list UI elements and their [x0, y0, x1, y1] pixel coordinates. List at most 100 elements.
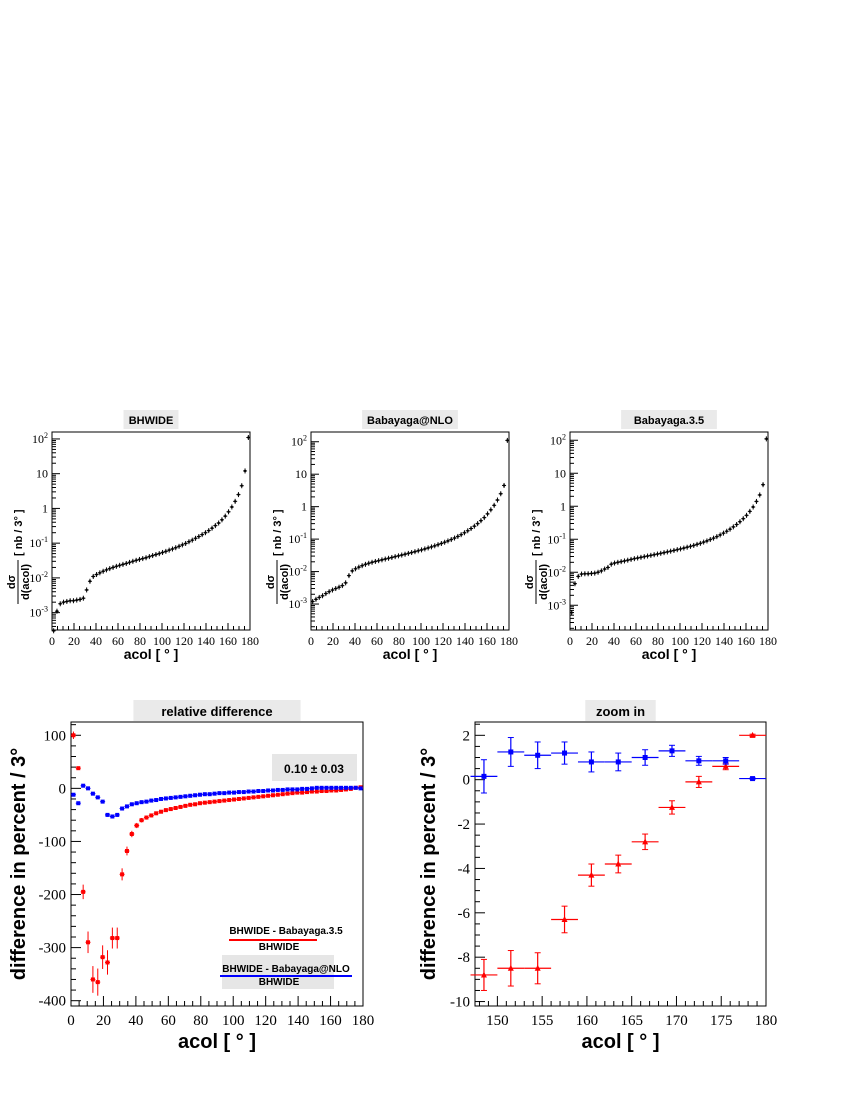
chart-3: 0 20 40 60 80 100 120 140 160 180 100 0 -100 -200 -300… [8, 700, 374, 1053]
data-point [400, 554, 403, 557]
data-point [423, 547, 426, 550]
data-point [275, 787, 280, 792]
series-babayaga35 [470, 731, 766, 991]
data-point [174, 546, 177, 549]
data-point [151, 554, 154, 557]
data-point [212, 799, 217, 804]
data-point [230, 505, 233, 508]
x-tick-label: 160 [219, 634, 237, 648]
data-point [266, 793, 271, 798]
x-tick-label: 140 [456, 634, 474, 648]
y-tick-label: -8 [458, 950, 471, 966]
data-point [236, 790, 241, 795]
data-point [275, 792, 280, 797]
data-point [642, 755, 648, 760]
x-tick-label: 80 [652, 634, 664, 648]
data-point [642, 838, 649, 845]
y-tick-label: -200 [39, 888, 67, 904]
y-axis-label: dσ d(acol) [ nb / 3° ] [6, 509, 32, 604]
data-point [197, 535, 200, 538]
data-point [154, 553, 157, 556]
data-point [620, 560, 623, 563]
data-point [387, 557, 390, 560]
data-point [251, 789, 256, 794]
y-tick-label: 100 [44, 728, 67, 744]
data-point [715, 535, 718, 538]
data-point [76, 766, 81, 771]
data-point [202, 800, 207, 805]
chart-4: 150 155 160 165 170 175 180 2 0 -2 -4 -6 -8 -10 zoom i… [418, 700, 777, 1053]
y-tick-label: 10-1 [288, 531, 307, 546]
data-point [672, 549, 675, 552]
data-point [709, 538, 712, 541]
data-point [55, 610, 58, 613]
data-point [173, 805, 178, 810]
chart-1: 0 20 40 60 80 100 120 140 160 180 10-3 10-2 10-1 1 10 1… [265, 410, 518, 662]
y-tick-label: -2 [458, 817, 471, 833]
data-point [613, 562, 616, 565]
y-tick-label: -6 [458, 906, 471, 922]
data-point [496, 499, 499, 502]
data-point [404, 553, 407, 556]
data-point [562, 750, 568, 756]
chart-0: 0 20 40 60 80 100 120 140 160 180 10-3 10-2 10-1 1 10 1… [6, 410, 259, 662]
data-point [606, 566, 609, 569]
data-point [407, 552, 410, 555]
data-point [358, 786, 363, 791]
data-point [643, 555, 646, 558]
data-point [384, 558, 387, 561]
data-point [236, 796, 241, 801]
data-point [729, 528, 732, 531]
data-point [334, 587, 337, 590]
data-point [100, 799, 105, 804]
x-tick-label: 80 [193, 1013, 208, 1029]
data-point [588, 759, 594, 765]
y-label-denominator: d(acol) [279, 564, 291, 600]
data-point [597, 571, 600, 574]
annotation-box [272, 754, 357, 781]
data-point [742, 517, 745, 520]
data-point [86, 786, 91, 791]
data-point [154, 811, 159, 816]
data-point [699, 542, 702, 545]
data-point [131, 560, 134, 563]
data-point [251, 795, 256, 800]
data-point [108, 567, 111, 570]
x-tick-label: 120 [693, 634, 711, 648]
y-label-numerator: dσ [265, 574, 277, 589]
x-axis-label: acol [ ° ] [124, 646, 179, 662]
x-tick-label: 40 [349, 634, 361, 648]
data-point [197, 801, 202, 806]
data-point [82, 597, 85, 600]
data-point [479, 519, 482, 522]
data-point [413, 550, 416, 553]
data-point [295, 787, 300, 792]
title-box [362, 410, 458, 429]
data-point [191, 539, 194, 542]
data-point [506, 439, 509, 442]
data-point [270, 793, 275, 798]
data-point [201, 533, 204, 536]
data-point [321, 594, 324, 597]
data-point [722, 532, 725, 535]
data-point [343, 785, 348, 790]
x-tick-label: 160 [478, 634, 496, 648]
data-point [354, 567, 357, 570]
data-point [158, 552, 161, 555]
y-tick-label: 10-2 [29, 570, 48, 585]
data-point [561, 915, 568, 922]
data-point [309, 786, 314, 791]
data-point [207, 800, 212, 805]
y-axis-label-text: difference in percent / 3° [418, 748, 440, 981]
data-point [394, 555, 397, 558]
data-point [171, 547, 174, 550]
data-point [154, 798, 159, 803]
data-point [71, 792, 76, 797]
chart-title: relative difference [161, 704, 272, 719]
x-tick-label: 180 [759, 634, 777, 648]
data-point [615, 860, 622, 867]
data-point [600, 569, 603, 572]
data-point [646, 555, 649, 558]
data-point [440, 542, 443, 545]
data-point [314, 789, 319, 794]
